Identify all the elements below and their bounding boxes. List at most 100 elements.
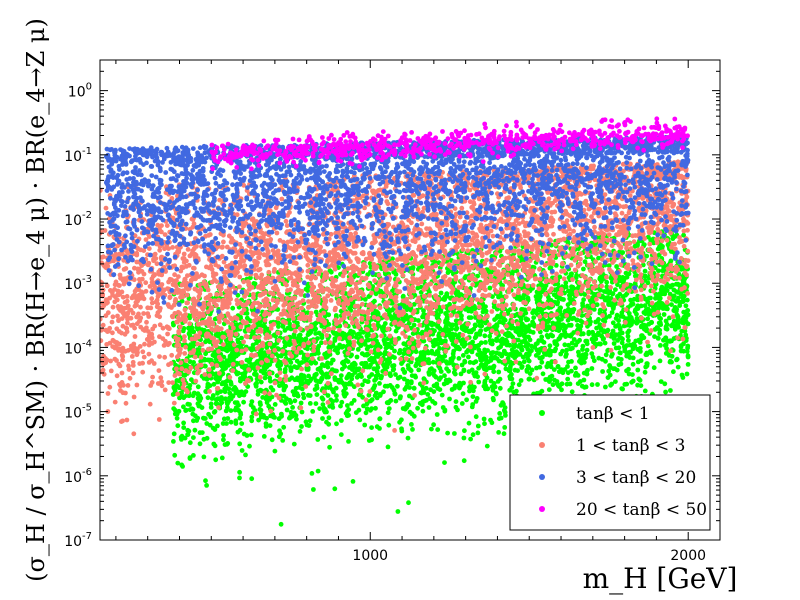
data-point	[316, 350, 321, 356]
data-point	[291, 392, 297, 398]
data-point	[328, 269, 334, 275]
data-point	[275, 353, 281, 359]
data-point	[581, 297, 586, 303]
data-point	[313, 326, 318, 332]
data-point	[239, 421, 245, 426]
data-point	[303, 336, 309, 342]
data-point	[325, 360, 330, 366]
data-point	[448, 312, 454, 318]
data-point	[239, 448, 245, 453]
data-point	[307, 401, 313, 406]
data-point	[466, 307, 472, 313]
data-point	[584, 371, 590, 377]
data-point	[228, 381, 234, 387]
data-point	[502, 409, 508, 415]
data-point	[326, 415, 332, 421]
data-point	[347, 380, 353, 385]
data-point	[438, 309, 444, 314]
series-0-points	[170, 225, 691, 527]
data-point	[438, 290, 444, 296]
data-point	[675, 364, 681, 370]
data-point	[640, 322, 646, 328]
data-point	[668, 249, 674, 254]
data-point	[560, 322, 566, 328]
data-point	[346, 412, 351, 418]
data-point	[392, 348, 397, 354]
data-point	[385, 444, 391, 450]
data-point	[356, 407, 362, 413]
data-point	[622, 346, 628, 351]
data-point	[464, 397, 469, 403]
data-point	[282, 367, 288, 372]
data-point	[437, 387, 443, 392]
data-point	[432, 337, 438, 343]
data-point	[459, 362, 465, 368]
data-point	[342, 383, 348, 389]
data-point	[549, 373, 555, 379]
data-point	[635, 367, 641, 373]
data-point	[236, 402, 241, 408]
data-point	[572, 267, 578, 273]
data-point	[249, 347, 255, 353]
data-point	[541, 253, 547, 259]
data-point	[473, 370, 479, 375]
data-point	[356, 324, 361, 330]
data-point	[140, 369, 146, 375]
data-point	[630, 355, 636, 361]
data-point	[606, 368, 612, 374]
data-point	[439, 392, 445, 398]
data-point	[453, 326, 459, 332]
data-point	[326, 385, 331, 390]
data-point	[582, 259, 588, 265]
data-point	[626, 338, 631, 343]
data-point	[518, 316, 524, 322]
data-point	[657, 331, 663, 336]
data-point	[235, 429, 241, 435]
data-point	[575, 373, 581, 378]
data-point	[669, 359, 674, 365]
data-point	[484, 443, 490, 449]
data-point	[417, 400, 423, 406]
data-point	[350, 479, 356, 484]
data-point	[543, 283, 549, 289]
data-point	[589, 351, 595, 356]
data-point	[473, 414, 479, 420]
data-point	[320, 416, 325, 421]
data-point	[473, 334, 479, 339]
data-point	[209, 396, 215, 401]
data-point	[247, 443, 252, 449]
data-point	[661, 312, 667, 317]
data-point	[596, 355, 602, 361]
data-point	[611, 366, 616, 372]
data-point	[655, 272, 661, 278]
data-point	[618, 350, 623, 356]
data-point	[411, 413, 417, 419]
data-point	[174, 415, 180, 421]
data-point	[438, 369, 444, 374]
data-point	[238, 378, 243, 384]
data-point	[671, 369, 676, 375]
data-point	[313, 401, 319, 406]
data-point	[291, 323, 297, 329]
data-point	[469, 328, 475, 333]
data-point	[204, 483, 210, 488]
data-point	[225, 416, 231, 421]
data-point	[515, 368, 520, 373]
data-point	[537, 355, 543, 361]
data-point	[310, 409, 316, 414]
data-point	[649, 319, 654, 325]
data-point	[364, 406, 370, 412]
data-point	[442, 460, 447, 465]
data-point	[195, 384, 201, 390]
data-point	[364, 333, 370, 339]
data-point	[233, 421, 239, 426]
data-point	[518, 378, 524, 383]
data-point	[442, 407, 448, 413]
data-point	[526, 376, 532, 382]
data-point	[171, 406, 177, 411]
data-point	[663, 324, 669, 330]
data-point	[483, 327, 489, 332]
data-point	[392, 391, 398, 396]
data-point	[671, 318, 677, 324]
data-point	[684, 297, 690, 303]
